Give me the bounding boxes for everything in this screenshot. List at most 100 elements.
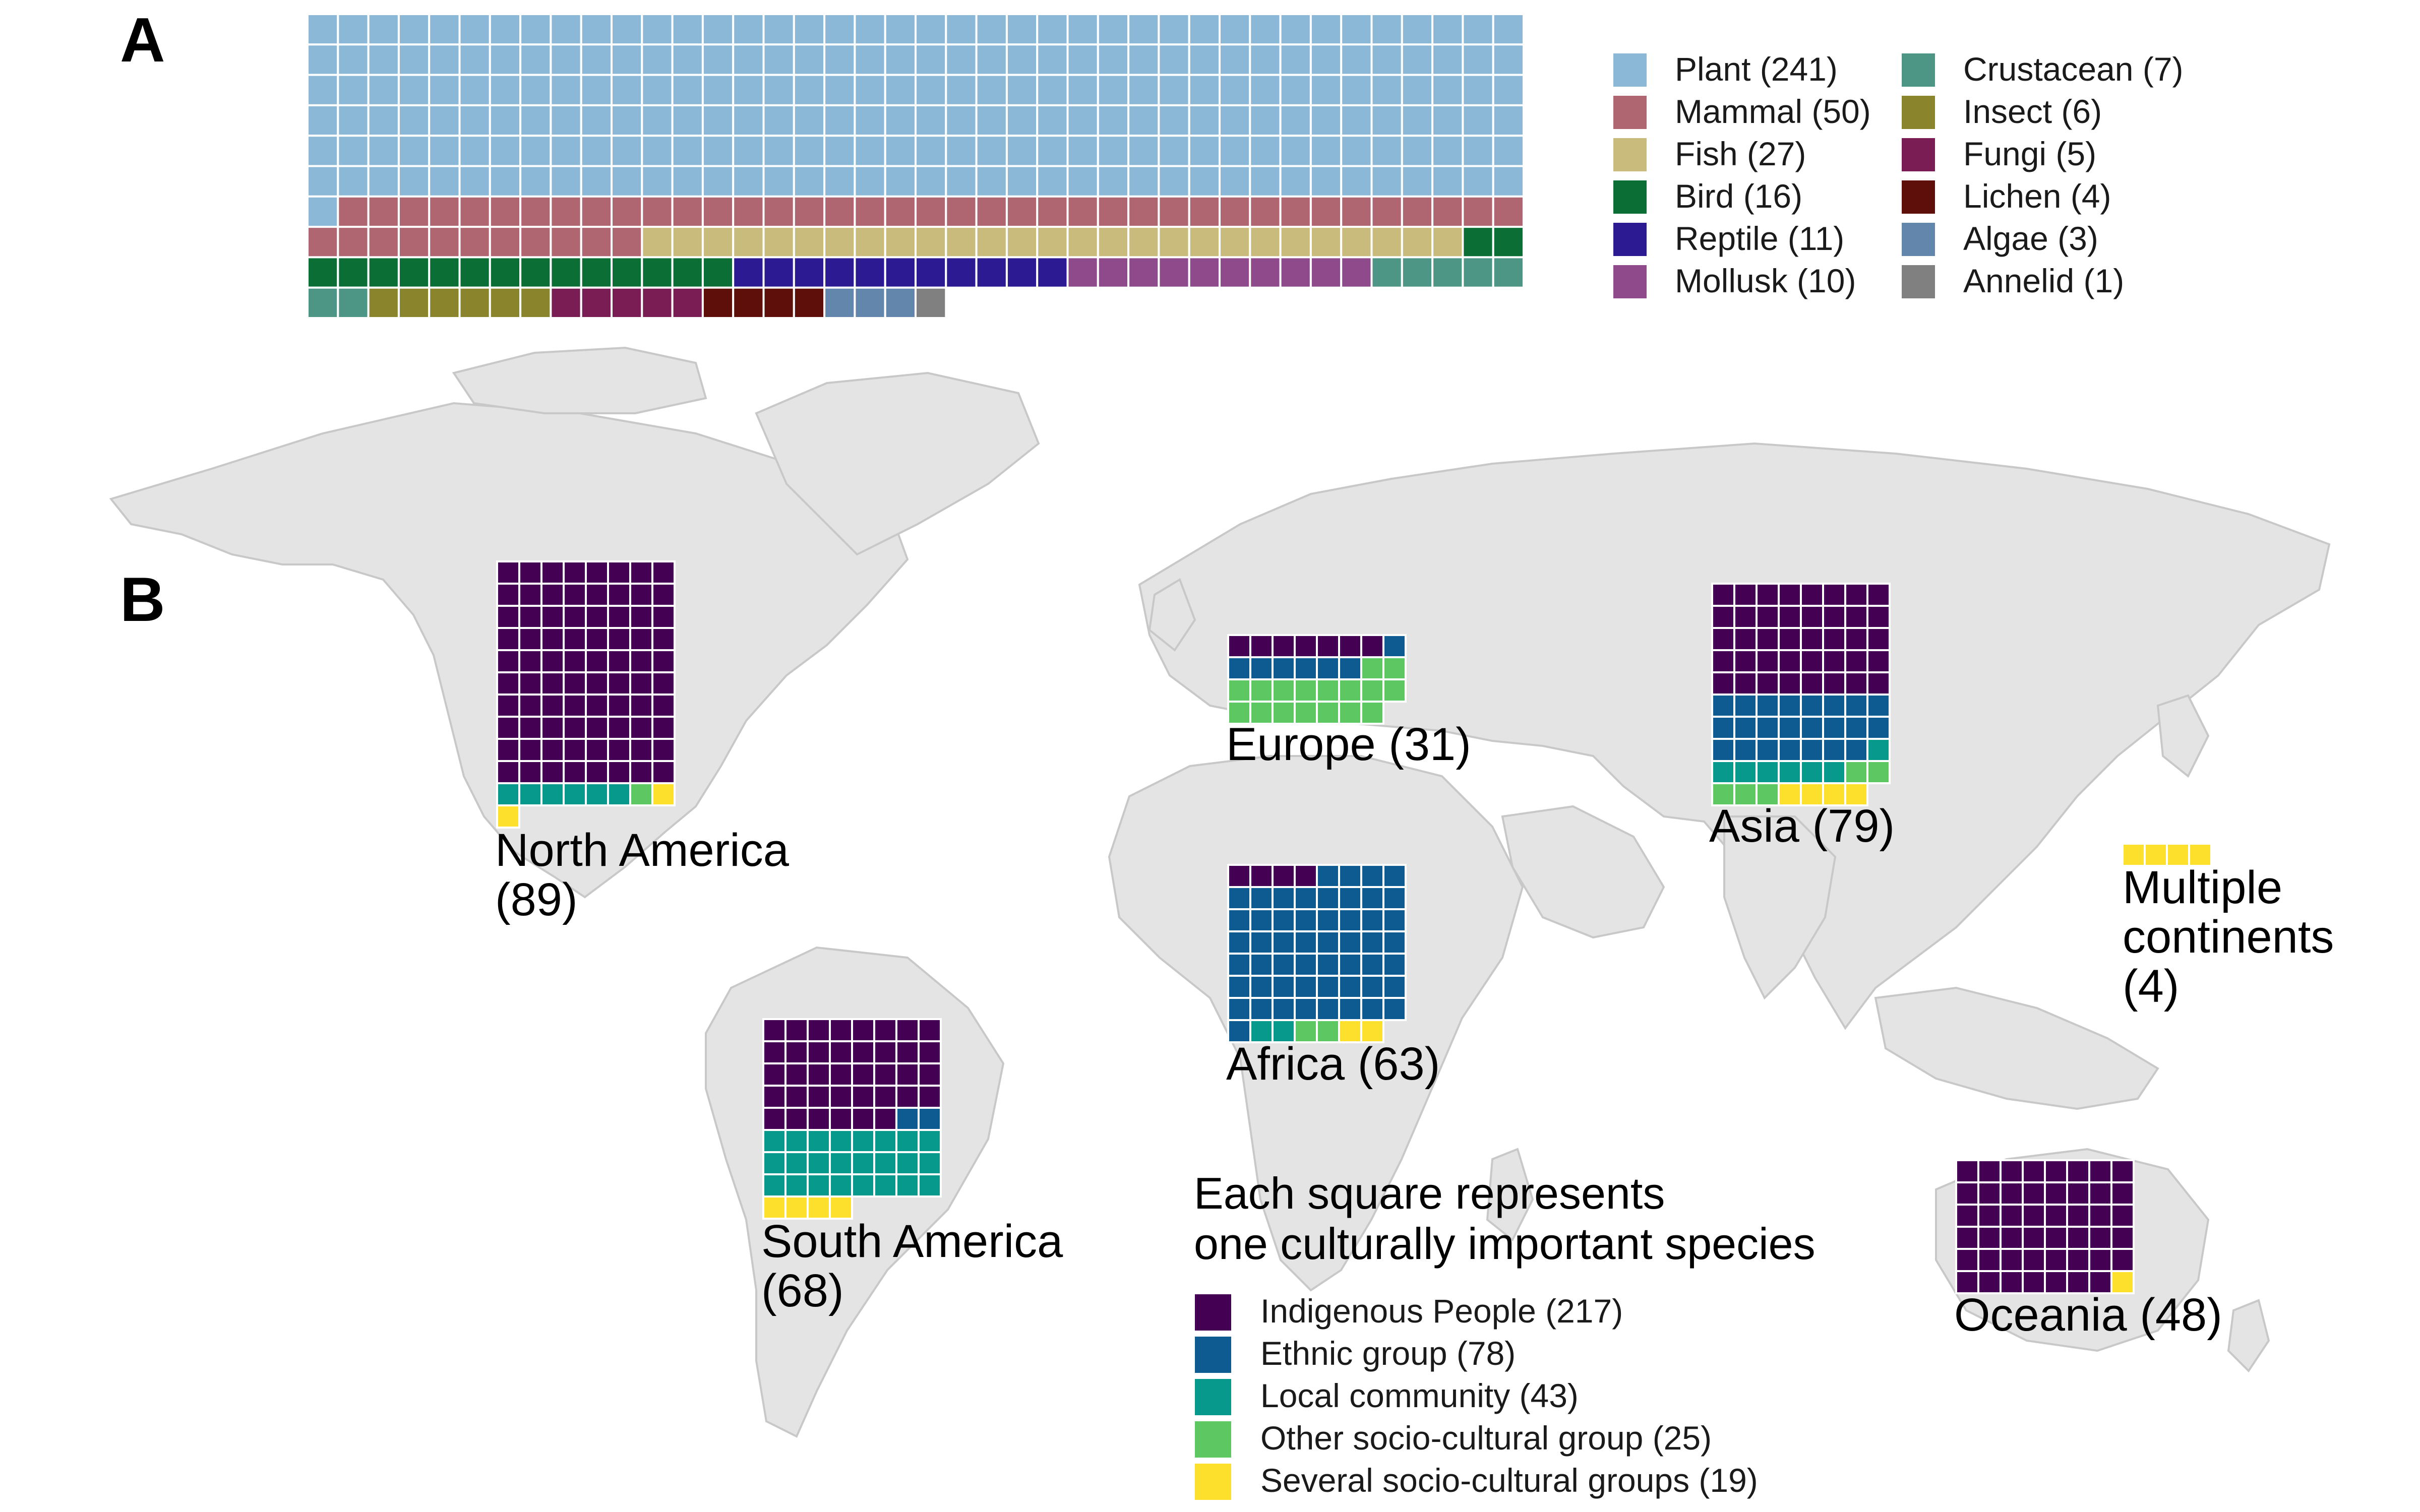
- waffle-square-other-socio-cultural-group: [1382, 656, 1407, 680]
- waffle-square-indigenous-people: [2044, 1204, 2068, 1228]
- waffle-square-plant: [307, 195, 339, 228]
- waffle-square-annelid: [915, 286, 947, 320]
- waffle-square-bird: [428, 256, 461, 289]
- waffle-square-indigenous-people: [540, 560, 565, 585]
- waffle-square-mammal: [1036, 195, 1069, 228]
- waffle-square-mollusk: [1127, 256, 1160, 289]
- waffle-square-plant: [762, 104, 795, 137]
- waffle-square-plant: [1188, 74, 1221, 106]
- waffle-square-indigenous-people: [895, 1040, 920, 1064]
- waffle-square-local-community: [895, 1129, 920, 1153]
- waffle-square-plant: [1431, 43, 1464, 76]
- waffle-square-algae: [854, 286, 886, 320]
- waffle-square-indigenous-people: [2044, 1226, 2068, 1250]
- waffle-square-ethnic-group: [1294, 886, 1318, 910]
- waffle-square-mammal: [1492, 195, 1525, 228]
- waffle-square-ethnic-group: [1844, 738, 1868, 762]
- waffle-square-plant: [1431, 13, 1464, 46]
- landmass-arctic-islands: [452, 346, 707, 414]
- waffle-square-ethnic-group: [1360, 975, 1384, 999]
- waffle-square-plant: [1309, 165, 1343, 198]
- legend-swatch-indigenous-people: [1195, 1294, 1231, 1331]
- waffle-square-bird: [611, 256, 643, 289]
- waffle-square-indigenous-people: [1711, 649, 1735, 673]
- landmass-british-isles: [1148, 578, 1196, 652]
- waffle-square-fish: [1309, 226, 1343, 259]
- waffle-square-ethnic-group: [1249, 656, 1274, 680]
- waffle-square-plant: [1158, 74, 1190, 106]
- waffle-square-algae: [884, 286, 917, 320]
- waffle-square-other-socio-cultural-group: [629, 782, 653, 806]
- legend-label-algae: Algae (3): [1963, 220, 2098, 257]
- region-label-oceania: Oceania (48): [1954, 1289, 2222, 1341]
- waffle-square-indigenous-people: [829, 1018, 853, 1042]
- waffle-square-plant: [1066, 74, 1099, 106]
- waffle-square-bird: [701, 256, 735, 289]
- waffle-square-indigenous-people: [873, 1085, 897, 1109]
- waffle-square-indigenous-people: [607, 738, 631, 762]
- waffle-square-plant: [1097, 104, 1130, 137]
- waffle-square-indigenous-people: [2022, 1248, 2046, 1272]
- legend-label-indigenous-people: Indigenous People (217): [1260, 1292, 1623, 1330]
- waffle-square-plant: [945, 104, 978, 137]
- waffle-square-indigenous-people: [1866, 671, 1891, 696]
- waffle-square-indigenous-people: [1977, 1204, 2002, 1228]
- waffle-square-plant: [854, 165, 886, 198]
- waffle-square-indigenous-people: [540, 738, 565, 762]
- waffle-square-plant: [428, 165, 461, 198]
- waffle-square-plant: [1158, 104, 1190, 137]
- waffle-square-indigenous-people: [563, 760, 587, 784]
- waffle-square-plant: [823, 135, 856, 167]
- waffle-square-plant: [580, 43, 613, 76]
- waffle-square-lichen: [762, 286, 795, 320]
- waffle-square-ethnic-group: [1778, 738, 1802, 762]
- waffle-square-ethnic-group: [1294, 656, 1318, 680]
- waffle-square-ethnic-group: [1227, 975, 1251, 999]
- waffle-square-plant: [1249, 43, 1282, 76]
- waffle-square-ethnic-group: [1338, 886, 1362, 910]
- waffle-square-ethnic-group: [1382, 886, 1407, 910]
- waffle-square-several-socio-cultural-groups: [2144, 843, 2168, 867]
- waffle-square-indigenous-people: [585, 760, 609, 784]
- waffle-square-mollusk: [1158, 256, 1190, 289]
- waffle-square-other-socio-cultural-group: [1249, 678, 1274, 703]
- waffle-square-indigenous-people: [2000, 1204, 2024, 1228]
- waffle-square-indigenous-people: [1711, 671, 1735, 696]
- waffle-square-local-community: [807, 1173, 831, 1198]
- waffle-square-fish: [1158, 226, 1190, 259]
- waffle-square-several-socio-cultural-groups: [1360, 1019, 1384, 1043]
- waffle-square-indigenous-people: [895, 1062, 920, 1087]
- waffle-square-ethnic-group: [1778, 716, 1802, 740]
- waffle-square-plant: [397, 165, 431, 198]
- waffle-square-indigenous-people: [918, 1040, 942, 1064]
- waffle-square-indigenous-people: [2088, 1248, 2112, 1272]
- waffle-square-fish: [671, 226, 704, 259]
- waffle-square-plant: [1219, 13, 1251, 46]
- waffle-square-indigenous-people: [2110, 1204, 2135, 1228]
- waffle-square-ethnic-group: [1227, 930, 1251, 955]
- waffle-square-mammal: [611, 226, 643, 259]
- waffle-square-indigenous-people: [496, 627, 520, 651]
- legend-label-several-socio-cultural-groups: Several socio-cultural groups (19): [1260, 1462, 1758, 1499]
- waffle-square-fungi: [580, 286, 613, 320]
- waffle-square-mammal: [1431, 195, 1464, 228]
- waffle-square-mammal: [1249, 195, 1282, 228]
- waffle-square-mammal: [1097, 195, 1130, 228]
- waffle-square-plant: [641, 104, 674, 137]
- waffle-square-mammal: [458, 226, 491, 259]
- waffle-square-plant: [1219, 43, 1251, 76]
- waffle-square-indigenous-people: [1227, 634, 1251, 658]
- waffle-square-plant: [428, 104, 461, 137]
- waffle-square-plant: [307, 135, 339, 167]
- waffle-square-ethnic-group: [1272, 997, 1296, 1021]
- waffle-square-indigenous-people: [585, 671, 609, 696]
- waffle-square-several-socio-cultural-groups: [496, 804, 520, 829]
- waffle-square-local-community: [762, 1173, 786, 1198]
- waffle-square-indigenous-people: [829, 1040, 853, 1064]
- waffle-square-ethnic-group: [1844, 716, 1868, 740]
- waffle-square-local-community: [918, 1173, 942, 1198]
- waffle-square-indigenous-people: [629, 738, 653, 762]
- waffle-square-plant: [671, 165, 704, 198]
- waffle-square-plant: [1462, 13, 1494, 46]
- waffle-square-reptile: [884, 256, 917, 289]
